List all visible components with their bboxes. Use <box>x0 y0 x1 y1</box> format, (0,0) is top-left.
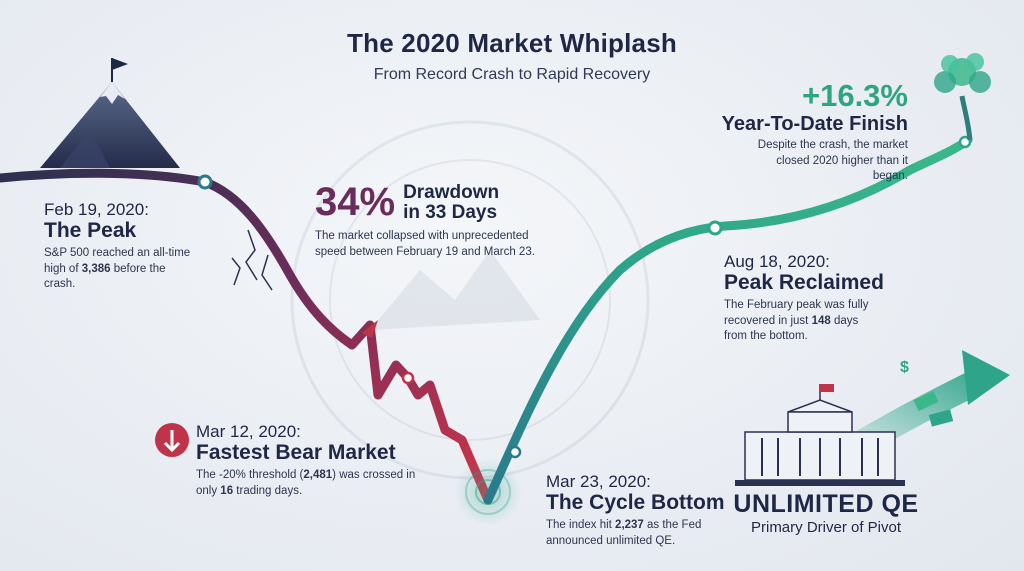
bear-threshold: 2,481 <box>303 469 333 482</box>
red-arrowhead <box>362 320 378 338</box>
bottom-annotation: Mar 23, 2020: The Cycle Bottom The index… <box>546 472 726 549</box>
bottom-heading: The Cycle Bottom <box>546 491 725 514</box>
drawdown-desc: The market collapsed with unprecedented … <box>315 230 535 258</box>
bear-annotation: Mar 12, 2020: Fastest Bear Market The -2… <box>196 422 416 499</box>
qe-subheading: Primary Driver of Pivot <box>750 519 902 536</box>
bottom-value: 2,237 <box>615 519 644 532</box>
page-subtitle: From Record Crash to Rapid Recovery <box>373 66 651 83</box>
mountain-flag-icon <box>40 58 180 168</box>
qe-heading: UNLIMITED QE <box>733 490 919 518</box>
ytd-value: +16.3% <box>801 78 908 113</box>
timeline-markers <box>197 135 972 459</box>
bottom-desc: The index hit 2,237 as the Fed announced… <box>546 519 702 547</box>
svg-text:$: $ <box>900 359 909 376</box>
peak-heading: The Peak <box>44 219 137 242</box>
drawdown-annotation: 34% Drawdown in 33 Days The market colla… <box>315 180 555 260</box>
tree-icon <box>934 53 991 141</box>
bear-days: 16 <box>220 484 234 497</box>
crack-lines <box>231 229 273 291</box>
bear-date: Mar 12, 2020: <box>196 422 301 441</box>
reclaimed-heading: Peak Reclaimed <box>724 271 884 294</box>
peak-annotation: Feb 19, 2020: The Peak S&P 500 reached a… <box>44 200 194 293</box>
bottom-date: Mar 23, 2020: <box>546 472 651 491</box>
peak-value: 3,386 <box>81 262 111 275</box>
reclaimed-annotation: Aug 18, 2020: Peak Reclaimed The Februar… <box>724 252 884 345</box>
drawdown-line1: Drawdown <box>403 181 500 203</box>
qe-annotation: UNLIMITED QE Primary Driver of Pivot <box>726 490 926 536</box>
drawdown-percent: 34% <box>315 180 396 224</box>
peak-desc: S&P 500 reached an all-time high of 3,38… <box>44 247 191 291</box>
ytd-desc: Despite the crash, the market closed 202… <box>757 139 908 183</box>
ytd-heading: Year-To-Date Finish <box>721 113 908 135</box>
reclaimed-days: 148 <box>811 314 831 327</box>
down-arrow-badge-icon <box>155 423 189 457</box>
federal-reserve-building-icon <box>735 384 905 486</box>
page-title: The 2020 Market Whiplash <box>347 28 677 58</box>
crash-path <box>0 168 493 505</box>
reclaimed-date: Aug 18, 2020: <box>724 252 830 271</box>
drawdown-line2: in 33 Days <box>403 201 498 223</box>
ytd-annotation: +16.3% Year-To-Date Finish Despite the c… <box>712 78 908 185</box>
bear-desc: The -20% threshold (2,481) was crossed i… <box>196 469 416 497</box>
reclaimed-desc: The February peak was fully recovered in… <box>724 299 869 343</box>
bear-heading: Fastest Bear Market <box>196 441 396 464</box>
peak-date: Feb 19, 2020: <box>44 200 149 219</box>
